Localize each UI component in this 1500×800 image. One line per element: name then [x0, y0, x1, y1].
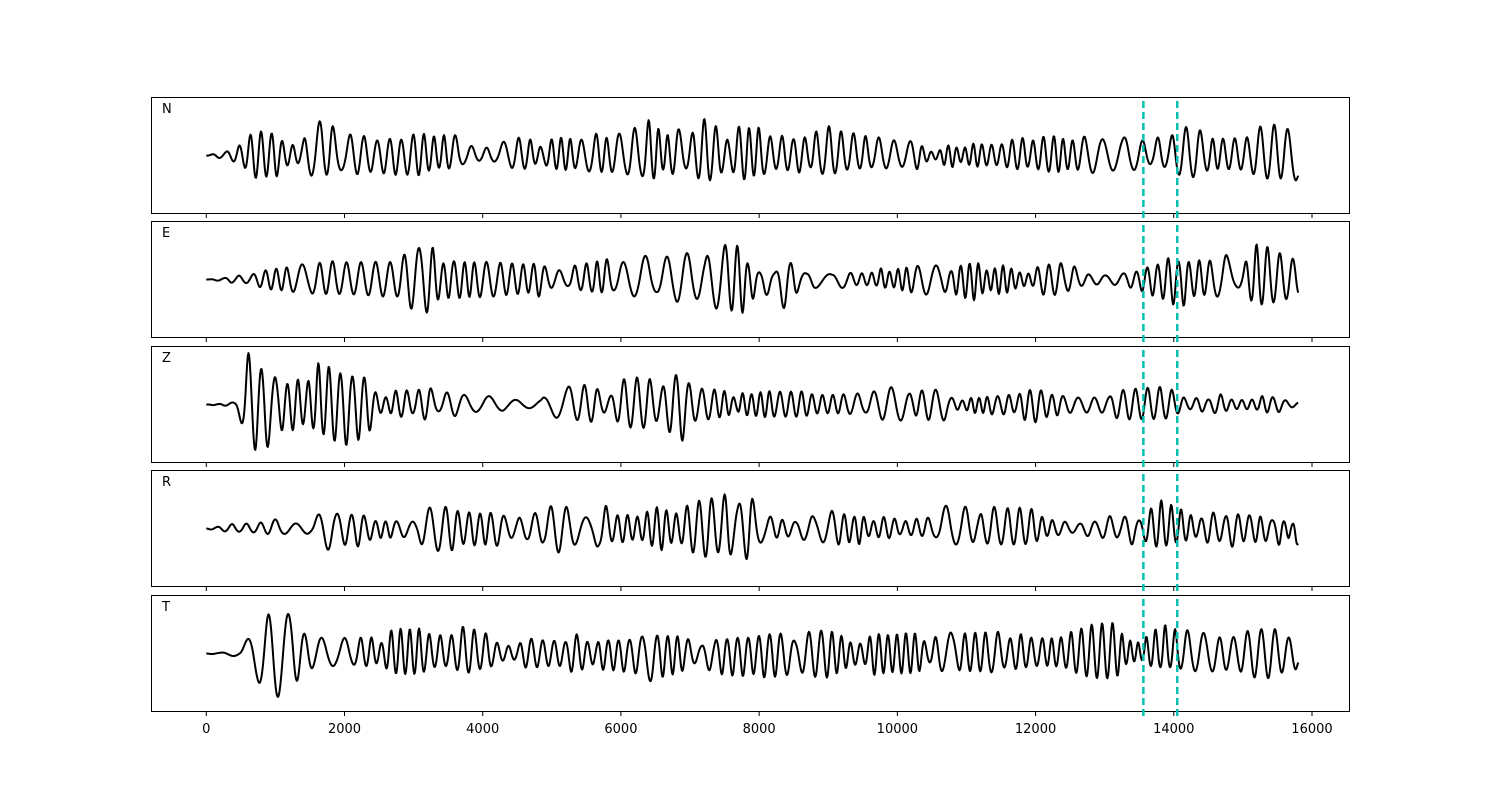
panel-r: R	[151, 470, 1350, 591]
panel-frame	[151, 595, 1350, 712]
trace-t	[205, 613, 1300, 698]
trace-n	[205, 118, 1300, 182]
x-tick-label: 0	[202, 722, 210, 737]
channel-label: Z	[162, 351, 171, 366]
panel-frame	[151, 470, 1350, 587]
panel-frame	[151, 346, 1350, 463]
panel-frame	[151, 97, 1350, 214]
channel-label: E	[162, 226, 170, 241]
x-tick-label: 8000	[743, 722, 776, 737]
x-tick-label: 12000	[1015, 722, 1056, 737]
channel-label: T	[161, 600, 170, 615]
x-tick-label: 4000	[466, 722, 499, 737]
x-tick-label: 14000	[1153, 722, 1194, 737]
x-tick-label: 2000	[328, 722, 361, 737]
x-tick-label: 6000	[604, 722, 637, 737]
channel-label: N	[162, 102, 172, 117]
x-tick-label: 10000	[877, 722, 918, 737]
panel-e: E	[151, 221, 1350, 342]
trace-r	[205, 493, 1299, 561]
panel-t: T	[151, 595, 1350, 716]
trace-z	[205, 352, 1299, 451]
panel-frame	[151, 221, 1350, 338]
x-tick-label: 16000	[1291, 722, 1332, 737]
trace-e	[205, 243, 1300, 314]
channel-label: R	[162, 475, 171, 490]
trace-panels: N E Z R T	[151, 97, 1350, 716]
panel-z: Z	[151, 346, 1350, 467]
panel-n: N	[151, 97, 1350, 218]
x-axis: 0 2000 4000 6000 8000 10000 12000 14000 16000	[202, 722, 1333, 737]
